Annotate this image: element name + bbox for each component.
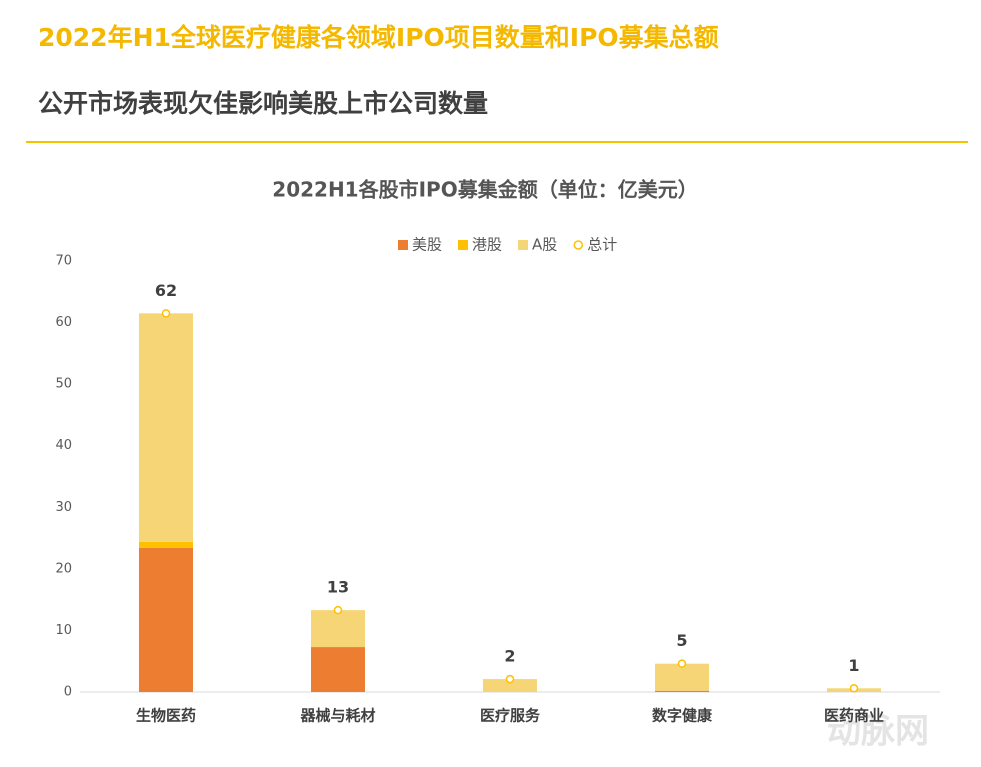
data-label: 5 bbox=[676, 631, 687, 650]
page-title: 2022年H1全球医疗健康各领域IPO项目数量和IPO募集总额 bbox=[38, 23, 719, 52]
data-label: 62 bbox=[155, 281, 177, 300]
y-tick-label: 0 bbox=[64, 685, 72, 700]
data-label: 1 bbox=[848, 656, 859, 675]
total-marker bbox=[505, 674, 515, 684]
x-tick-label: 医药商业 bbox=[824, 707, 884, 725]
data-label: 2 bbox=[504, 647, 515, 666]
legend-swatch bbox=[398, 240, 408, 250]
total-marker bbox=[333, 605, 343, 615]
total-marker bbox=[849, 684, 859, 693]
y-tick-label: 50 bbox=[55, 377, 72, 392]
y-tick-label: 30 bbox=[55, 500, 72, 515]
bar-segment bbox=[139, 313, 193, 542]
bar-segment bbox=[139, 541, 193, 548]
bar-segment bbox=[311, 647, 365, 692]
x-tick-label: 生物医药 bbox=[136, 707, 196, 725]
y-tick-label: 10 bbox=[55, 623, 72, 638]
data-label: 13 bbox=[327, 578, 349, 597]
bar-segment bbox=[311, 610, 365, 648]
x-tick-label: 医疗服务 bbox=[480, 707, 541, 725]
legend-label: 港股 bbox=[472, 236, 502, 254]
bar-segment bbox=[655, 663, 709, 691]
y-tick-label: 70 bbox=[55, 254, 72, 269]
legend-label: 总计 bbox=[587, 236, 617, 254]
legend-swatch bbox=[458, 240, 469, 250]
total-marker bbox=[677, 659, 687, 668]
y-tick-label: 40 bbox=[55, 438, 72, 453]
legend-swatch bbox=[518, 240, 529, 250]
x-tick-label: 器械与耗材 bbox=[299, 707, 375, 725]
watermark: 动脉网 bbox=[827, 712, 929, 752]
page-subtitle: 公开市场表现欠佳影响美股上市公司数量 bbox=[38, 89, 489, 118]
divider bbox=[26, 141, 968, 143]
bar-segment bbox=[483, 679, 537, 692]
legend-marker bbox=[573, 240, 584, 250]
chart-title: 2022H1各股市IPO募集金额（单位：亿美元） bbox=[272, 178, 697, 202]
y-tick-label: 60 bbox=[55, 315, 72, 330]
legend-label: A股 bbox=[532, 236, 557, 254]
bar-segment bbox=[655, 690, 709, 692]
legend-label: 美股 bbox=[412, 236, 442, 254]
bar-segment bbox=[139, 547, 193, 692]
y-tick-label: 20 bbox=[55, 561, 72, 576]
total-marker bbox=[161, 309, 171, 318]
x-tick-label: 数字健康 bbox=[652, 707, 713, 725]
